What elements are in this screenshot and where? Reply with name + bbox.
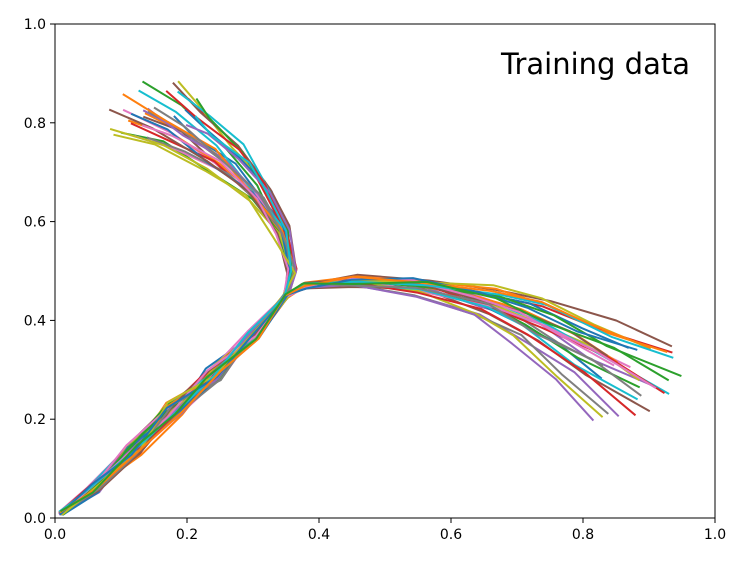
trajectory-line-upper bbox=[62, 80, 293, 514]
trajectory-line-upper bbox=[61, 108, 296, 514]
trajectory-line-upper bbox=[58, 106, 296, 514]
trajectory-line-lower bbox=[61, 273, 673, 513]
trajectory-line-upper bbox=[60, 80, 295, 516]
trajectory-line-lower bbox=[60, 275, 618, 514]
x-tick-label: 0.6 bbox=[440, 527, 462, 543]
trajectory-line-lower bbox=[63, 278, 673, 515]
trajectory-line-upper bbox=[60, 82, 298, 514]
y-tick-label: 0.2 bbox=[24, 412, 46, 428]
y-tick-label: 0.8 bbox=[24, 116, 46, 132]
y-tick-label: 1.0 bbox=[24, 17, 46, 33]
annotation-training-data: Training data bbox=[500, 47, 690, 81]
x-tick-label: 0.0 bbox=[44, 527, 66, 543]
plot-frame bbox=[54, 23, 716, 519]
trajectory-line-upper bbox=[61, 97, 293, 516]
trajectory-line-lower bbox=[59, 280, 670, 513]
trajectory-line-lower bbox=[62, 280, 630, 516]
trajectory-line-upper bbox=[61, 90, 293, 513]
trajectory-line-upper bbox=[60, 124, 290, 514]
trajectory-line-lower bbox=[61, 282, 639, 516]
trajectory-line-lower bbox=[59, 275, 651, 514]
trajectory-line-upper bbox=[58, 90, 298, 514]
trajectory-line-upper bbox=[62, 89, 290, 514]
x-tick-label: 0.8 bbox=[572, 527, 594, 543]
y-tick-label: 0.4 bbox=[24, 313, 46, 329]
axis-ticks: 0.0 0.2 0.4 0.6 0.8 1.0 0.0 0.2 0.4 0.6 0.8 1.0 bbox=[24, 17, 726, 543]
x-tick-label: 0.4 bbox=[308, 527, 330, 543]
trajectory-line-lower bbox=[61, 282, 642, 515]
trajectory-lines bbox=[58, 80, 682, 516]
trajectory-line-lower bbox=[59, 277, 638, 516]
y-tick-label: 0.0 bbox=[24, 511, 46, 527]
trajectory-line-lower bbox=[62, 281, 637, 514]
x-tick-label: 1.0 bbox=[704, 527, 726, 543]
x-tick-label: 0.2 bbox=[176, 527, 198, 543]
trajectory-line-lower bbox=[63, 281, 641, 513]
trajectory-line-upper bbox=[58, 97, 296, 514]
y-tick-label: 0.6 bbox=[24, 215, 46, 231]
trajectory-line-upper bbox=[61, 115, 293, 515]
trajectory-line-lower bbox=[61, 279, 652, 516]
